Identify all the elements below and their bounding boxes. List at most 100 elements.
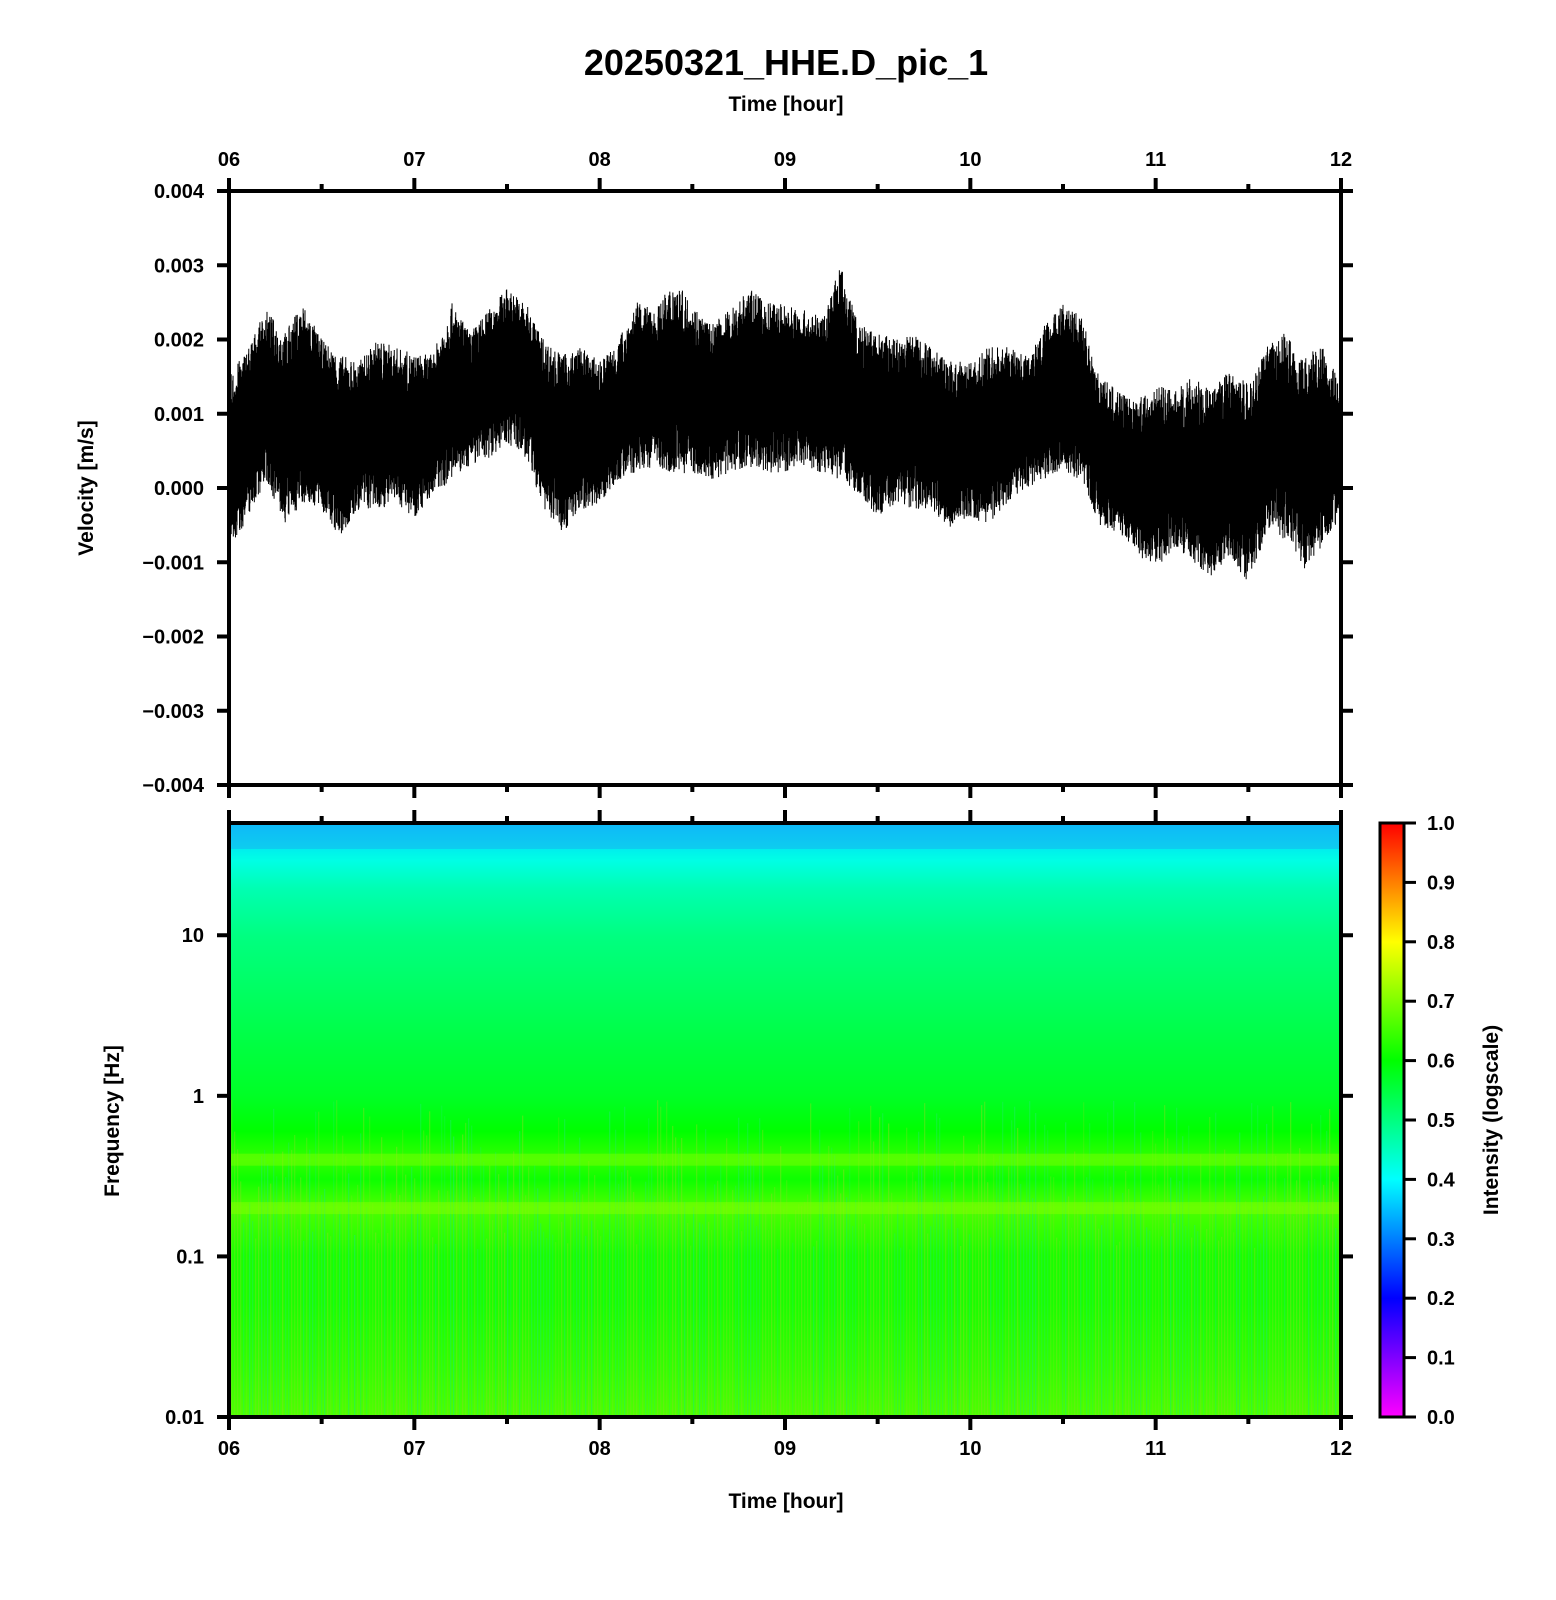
spectrogram-streak — [690, 1245, 692, 1415]
spectrogram-streak — [267, 1164, 269, 1415]
spectrogram-streak — [765, 1213, 767, 1415]
spectrogram-streak — [474, 1197, 476, 1415]
spectrogram-streak — [1338, 1176, 1339, 1415]
spectrogram-streak — [333, 1101, 335, 1415]
spectrogram-streak — [594, 1175, 596, 1415]
spectrogram-streak — [1053, 1177, 1055, 1415]
spectrogram-streak — [651, 1153, 653, 1415]
spectrogram-streak — [1209, 1117, 1211, 1415]
spectrogram-streak — [1320, 1115, 1322, 1415]
spectrogram-streak — [924, 1103, 926, 1415]
spectrogram-streak — [1062, 1157, 1064, 1415]
y-tick-label: −0.003 — [142, 701, 204, 723]
spectrogram-streak — [804, 1202, 806, 1415]
spectrogram-streak — [537, 1188, 539, 1415]
spectrogram-streak — [801, 1205, 803, 1415]
spectrogram-streak — [681, 1138, 683, 1415]
spectrogram-streak — [717, 1180, 719, 1415]
spectrogram-streak — [324, 1188, 326, 1415]
spectrogram-streak — [609, 1111, 611, 1415]
spectrogram-streak — [915, 1181, 917, 1415]
spectrogram-streak — [1086, 1177, 1088, 1415]
spectrogram-streak — [1110, 1186, 1112, 1415]
spectrogram-streak — [1203, 1242, 1205, 1415]
spectrogram-streak — [1167, 1138, 1169, 1415]
x-tick-label: 07 — [403, 149, 425, 171]
spectrogram-streak — [906, 1127, 908, 1415]
spectrogram-streak — [627, 1170, 629, 1415]
spectrogram-streak — [642, 1209, 644, 1415]
spectrogram-band — [231, 1153, 1339, 1166]
spectrogram-streak — [636, 1244, 638, 1415]
spectrogram-streak — [678, 1147, 680, 1415]
spectrogram-streak — [519, 1131, 521, 1415]
spectrogram-streak — [312, 1231, 314, 1415]
spectrogram-streak — [954, 1161, 956, 1415]
colorbar-tick-label: 0.8 — [1427, 932, 1455, 954]
spectrogram-streak — [1251, 1103, 1253, 1415]
spectrogram-streak — [1119, 1241, 1121, 1415]
spectrogram-streak — [660, 1106, 662, 1415]
spectrogram-streak — [1179, 1180, 1181, 1415]
spectrogram-streak — [747, 1123, 749, 1415]
spectrogram-streak — [672, 1125, 674, 1415]
spectrogram-streak — [741, 1231, 743, 1415]
spectrogram-streak — [885, 1215, 887, 1415]
colorbar-tick-label: 0.3 — [1427, 1229, 1455, 1251]
spectrogram-streak — [375, 1232, 377, 1415]
x-tick-label: 06 — [218, 1438, 240, 1460]
spectrogram-streak — [996, 1161, 998, 1415]
spectrogram-streak — [1230, 1205, 1232, 1415]
spectrogram-streak — [597, 1229, 599, 1415]
spectrogram-streak — [1323, 1184, 1325, 1415]
spectrogram-streak — [1050, 1176, 1052, 1415]
spectrogram-streak — [723, 1205, 725, 1415]
spectrogram-streak — [1020, 1183, 1022, 1415]
spectrogram-streak — [990, 1237, 992, 1415]
frequency-y-axis-label: Frequency [Hz] — [101, 1045, 124, 1197]
spectrogram-streak — [423, 1130, 425, 1415]
spectrogram-streak — [711, 1229, 713, 1415]
spectrogram-streak — [1083, 1102, 1085, 1415]
spectrogram-streak — [348, 1173, 350, 1415]
spectrogram-streak — [402, 1129, 404, 1415]
spectrogram-streak — [876, 1206, 878, 1415]
spectrogram-streak — [288, 1142, 290, 1415]
spectrogram-streak — [759, 1118, 761, 1415]
spectrogram-streak — [411, 1167, 413, 1415]
spectrogram-streak — [951, 1182, 953, 1415]
spectrogram-streak — [1299, 1148, 1301, 1415]
spectrogram-streak — [381, 1137, 383, 1415]
colorbar-ticks: 1.0 0.9 0.8 0.7 0.6 0.5 0.4 0.3 0.2 0.1 0.0 — [1404, 813, 1456, 1429]
spectrogram-streak — [498, 1174, 500, 1415]
spectrogram-streak — [441, 1105, 443, 1415]
spectrogram-streak — [1038, 1202, 1040, 1415]
spectrogram-streak — [1188, 1125, 1190, 1415]
spectrogram-streak — [1128, 1189, 1130, 1415]
spectrogram-streak — [1185, 1226, 1187, 1415]
spectrogram-streak — [873, 1141, 875, 1415]
spectrogram-streak — [252, 1221, 254, 1415]
spectrogram-streak — [918, 1131, 920, 1415]
colorbar-tick-label: 0.9 — [1427, 872, 1455, 894]
spectrogram-streak — [1056, 1237, 1058, 1415]
spectrogram-streak — [1158, 1184, 1160, 1415]
spectrogram-streak — [1317, 1199, 1319, 1415]
spectrogram-streak — [693, 1206, 695, 1415]
spectrogram-streak — [1242, 1205, 1244, 1415]
spectrogram-streak — [696, 1124, 698, 1415]
spectrogram-streak — [1122, 1193, 1124, 1415]
spectrogram-streak — [792, 1242, 794, 1415]
spectrogram-streak — [1221, 1236, 1223, 1415]
spectrogram-streak — [318, 1111, 320, 1415]
spectrogram-streak — [489, 1165, 491, 1415]
spectrogram-streak — [528, 1166, 530, 1415]
spectrogram-streak — [618, 1183, 620, 1415]
spectrogram-streak — [465, 1122, 467, 1415]
x-tick-label: 06 — [218, 149, 240, 171]
velocity-trace — [229, 270, 1341, 580]
spectrogram-streak — [1059, 1240, 1061, 1415]
spectrogram-streak — [546, 1238, 548, 1415]
spectrogram-streak — [231, 1100, 233, 1415]
